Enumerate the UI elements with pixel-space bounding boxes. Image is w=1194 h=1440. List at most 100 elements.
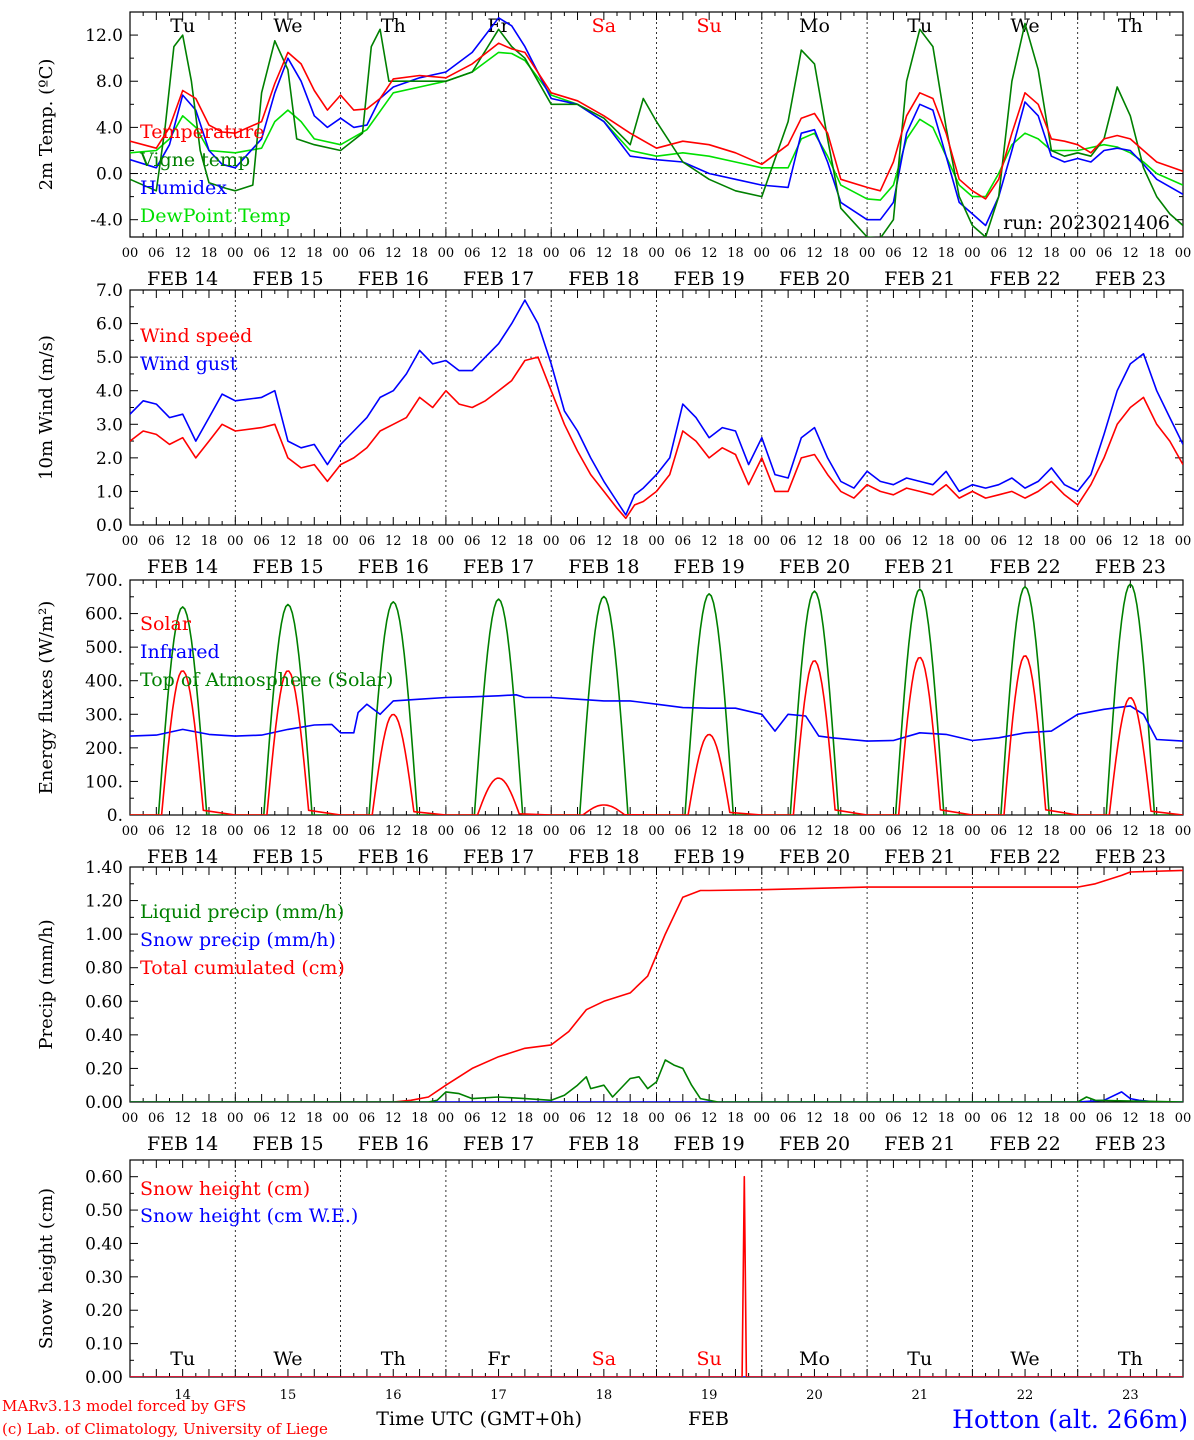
hour-tick-label: 12 [596,534,613,549]
series-line [130,17,1183,227]
chart-panel: 0.00 0.10 0.20 0.30 0.40 0.50 0.60 Snow height … [36,1159,1184,1403]
series-line [130,51,1183,201]
date-label: FEB 17 [463,268,534,290]
hour-tick-label: 18 [201,1111,218,1126]
hour-tick-label: 06 [464,534,481,549]
hour-tick-label: 12 [701,1111,718,1126]
chart-panels: -4.0 0.0 4.0 8.0 12.0 2m Temp. (ºC) 00 06 12 18 00… [36,11,1191,1403]
hour-tick-label: 00 [227,824,244,839]
hour-tick-label: 06 [253,1111,270,1126]
hour-tick-label: 00 [964,1111,981,1126]
month-label: FEB [688,1408,729,1430]
y-axis-title: Precip (mm/h) [36,919,57,1049]
date-label: FEB 23 [1095,846,1166,868]
day-number-label: 14 [174,1388,191,1403]
hour-tick-label: 00 [1069,246,1086,261]
weekday-label: Sa [592,15,616,37]
hour-tick-label: 18 [1043,1111,1060,1126]
date-label: FEB 23 [1095,556,1166,578]
weekday-label: Fr [487,1348,510,1370]
date-label: FEB 19 [674,268,745,290]
hour-tick-label: 18 [306,534,323,549]
weekday-label: We [1010,1348,1039,1370]
series-line [130,42,1183,200]
hour-tick-label: 18 [622,246,639,261]
hour-tick-label: 06 [990,1111,1007,1126]
hour-tick-label: 12 [490,534,507,549]
hour-tick-label: 12 [1017,824,1034,839]
date-label: FEB 22 [989,846,1060,868]
hour-tick-label: 18 [1043,246,1060,261]
hour-tick-label: 00 [754,246,771,261]
hour-tick-label: 12 [174,246,191,261]
hour-tick-label: 06 [675,534,692,549]
hour-tick-label: 00 [754,534,771,549]
date-label: FEB 21 [884,846,955,868]
hour-tick-label: 12 [280,824,297,839]
y-tick-label: 4.0 [96,118,123,138]
y-tick-label: 0.0 [96,165,123,185]
hour-tick-label: 12 [280,534,297,549]
hour-tick-label: 00 [543,1111,560,1126]
hour-tick-label: 18 [517,246,534,261]
weekday-label: Th [1118,1348,1143,1370]
weekday-label: Su [697,15,722,37]
weekday-label: Mo [799,1348,830,1370]
date-label: FEB 19 [674,556,745,578]
hour-tick-label: 00 [438,534,455,549]
series-line [130,22,1183,237]
y-tick-label: 0.50 [85,1201,123,1221]
weekday-label: Th [1118,15,1143,37]
hour-tick-label: 06 [148,1111,165,1126]
day-number-label: 16 [385,1388,402,1403]
y-tick-label: 12.0 [85,26,123,46]
series-line [130,583,1183,815]
y-tick-label: 0. [107,806,123,826]
date-label: FEB 15 [252,846,323,868]
hour-tick-label: 00 [648,534,665,549]
hour-tick-label: 00 [543,824,560,839]
hour-tick-label: 18 [306,824,323,839]
hour-tick-label: 00 [754,1111,771,1126]
day-number-label: 17 [490,1388,507,1403]
hour-tick-label: 06 [253,534,270,549]
y-tick-label: 3.0 [96,415,123,435]
hour-tick-label: 06 [1096,824,1113,839]
date-label: FEB 18 [568,556,639,578]
y-tick-label: 8.0 [96,72,123,92]
legend-entry: Humidex [140,177,227,199]
hour-tick-label: 00 [648,246,665,261]
series-line [130,694,1183,742]
y-tick-label: 0.60 [85,1168,123,1188]
hour-tick-label: 06 [464,1111,481,1126]
hour-tick-label: 06 [885,534,902,549]
series-line [130,356,1183,520]
y-tick-label: 600. [85,605,123,625]
run-label: run: 2023021406 [1003,212,1170,234]
legend-entry: Liquid precip (mm/h) [140,901,344,923]
hour-tick-label: 18 [201,824,218,839]
hour-tick-label: 12 [596,824,613,839]
hour-tick-label: 12 [280,1111,297,1126]
hour-tick-label: 06 [464,824,481,839]
date-label: FEB 21 [884,556,955,578]
lab-credit-text: (c) Lab. of Climatology, University of L… [2,1420,328,1438]
hour-tick-label: 06 [569,246,586,261]
hour-tick-label: 12 [701,246,718,261]
date-label: FEB 22 [989,556,1060,578]
hour-tick-label: 12 [280,246,297,261]
weekday-label: Th [381,15,406,37]
weekday-label: Tu [907,1348,932,1370]
series-line [130,869,1183,1102]
hour-tick-label: 18 [1148,534,1165,549]
hour-tick-label: 00 [754,824,771,839]
weekday-label: We [273,1348,302,1370]
hour-tick-label: 06 [359,824,376,839]
y-tick-label: 0.20 [85,1059,123,1079]
hour-tick-label: 06 [990,824,1007,839]
hour-tick-label: 00 [543,534,560,549]
hour-tick-label: 18 [1148,246,1165,261]
hour-tick-label: 12 [1017,1111,1034,1126]
hour-tick-label: 06 [675,824,692,839]
date-label: FEB 18 [568,846,639,868]
